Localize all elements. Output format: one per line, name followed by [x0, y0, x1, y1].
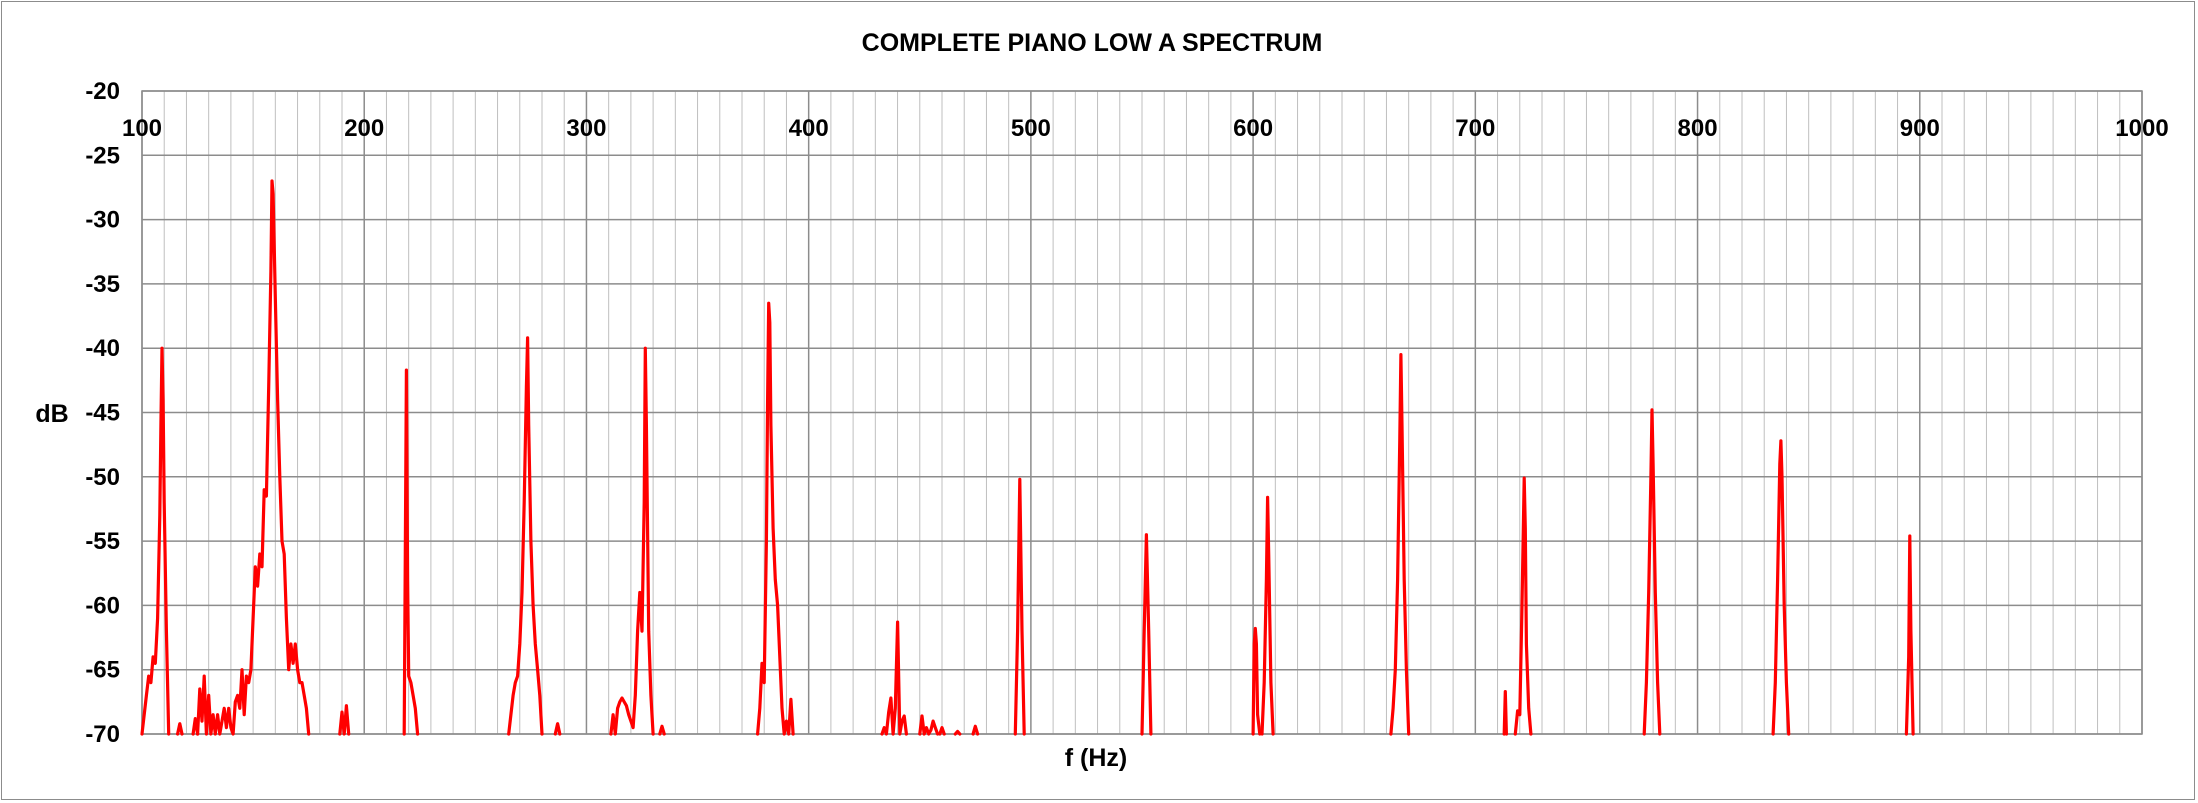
y-tick-label: -60	[85, 592, 120, 619]
x-axis-title: f (Hz)	[1065, 744, 1127, 772]
chart-title: COMPLETE PIANO LOW A SPECTRUM	[862, 29, 1323, 57]
spectrum-line-segment	[971, 724, 980, 736]
spectrum-line-segment	[756, 301, 795, 736]
spectrum-line-segment	[1771, 439, 1791, 736]
y-tick-label: -45	[85, 400, 120, 427]
spectrum-line-segment	[140, 346, 171, 736]
y-tick-label: -20	[85, 78, 120, 105]
x-tick-label: 800	[1678, 115, 1718, 142]
spectrum-line-segment	[1904, 534, 1915, 736]
spectrum-line-segment	[1513, 476, 1533, 736]
spectrum-line-segment	[402, 368, 420, 736]
spectrum-line-segment	[953, 729, 962, 736]
series-layer	[140, 179, 1915, 736]
x-tick-label: 200	[344, 115, 384, 142]
spectrum-line-segment	[1502, 690, 1508, 736]
spectrum-line-segment	[196, 179, 311, 736]
spectrum-line-segment	[338, 704, 351, 736]
spectrum-line-segment	[609, 346, 655, 736]
x-tick-label: 100	[122, 115, 162, 142]
spectrum-line-segment	[553, 722, 562, 736]
x-tick-label: 600	[1233, 115, 1273, 142]
spectrum-line-segment	[918, 714, 940, 736]
x-tick-label: 900	[1900, 115, 1940, 142]
y-tick-label: -50	[85, 464, 120, 491]
spectrum-line-segment	[176, 722, 184, 736]
y-tick-label: -70	[85, 721, 120, 748]
y-tick-labels: -20 -25 -30 -35 -40 -45 -50 -55 -60 -65 -70	[85, 78, 120, 748]
y-tick-label: -25	[85, 142, 120, 169]
y-axis-title: dB	[35, 400, 68, 428]
x-tick-label: 400	[789, 115, 829, 142]
spectrum-line-segment	[1389, 353, 1411, 736]
spectrum-line-segment	[938, 726, 946, 736]
y-tick-label: -65	[85, 657, 120, 684]
y-tick-label: -55	[85, 528, 120, 555]
spectrum-line-segment	[1140, 533, 1153, 736]
x-tick-label: 700	[1455, 115, 1495, 142]
y-tick-label: -35	[85, 271, 120, 298]
spectrum-line-segment	[507, 336, 544, 736]
spectrum-line-segment	[1260, 495, 1275, 736]
x-tick-label: 300	[566, 115, 606, 142]
x-tick-label: 1000	[2115, 115, 2168, 142]
spectrum-line-segment	[658, 724, 666, 736]
x-tick-label: 500	[1011, 115, 1051, 142]
y-tick-label: -40	[85, 335, 120, 362]
x-tick-labels: 100 200 300 400 500 600 700 800 900 1000	[122, 115, 2169, 142]
spectrum-line-segment	[1013, 477, 1026, 736]
spectrum-line-segment	[880, 620, 908, 736]
spectrum-line-segment	[1642, 408, 1662, 736]
spectrum-line-segment	[1251, 626, 1262, 736]
y-tick-label: -30	[85, 207, 120, 234]
